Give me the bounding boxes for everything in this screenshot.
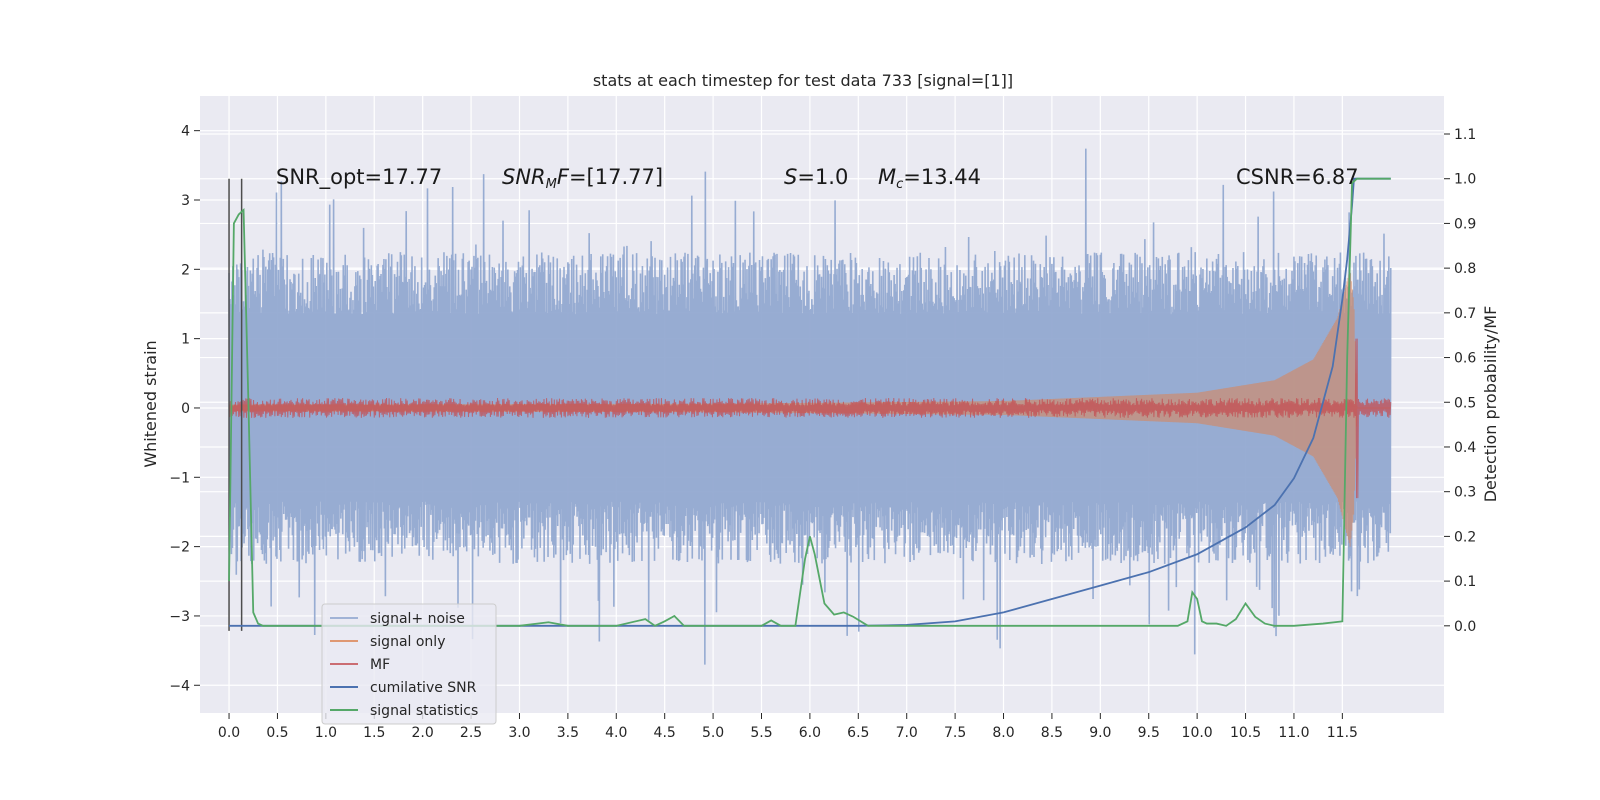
x-tick-label: 4.0 bbox=[605, 725, 627, 741]
y-tick-label-left: 2 bbox=[181, 262, 190, 278]
x-tick-label: 1.0 bbox=[315, 725, 337, 741]
legend-label: MF bbox=[370, 657, 390, 673]
y-tick-label-right: 0.3 bbox=[1454, 485, 1476, 501]
x-tick-label: 3.0 bbox=[508, 725, 530, 741]
y-tick-label-left: −3 bbox=[169, 609, 190, 625]
x-tick-label: 6.0 bbox=[799, 725, 821, 741]
x-tick-label: 2.5 bbox=[460, 725, 482, 741]
y-tick-label-right: 0.9 bbox=[1454, 216, 1476, 232]
y-tick-label-left: 4 bbox=[181, 124, 190, 140]
annotation-mc: Mc=13.44 bbox=[878, 165, 981, 192]
x-tick-label: 2.0 bbox=[412, 725, 434, 741]
x-tick-label: 11.5 bbox=[1327, 725, 1358, 741]
annotations: SNR_opt=17.77 SNRMF=[17.77] S=1.0 Mc=13.… bbox=[276, 165, 1359, 192]
legend-label: signal statistics bbox=[370, 703, 478, 719]
axis-ticks: 0.0 0.5 1.0 1.5 2.0 2.5 3.0 3.5 4.0 4.5 5.0 5.5 6.0 6… bbox=[169, 124, 1476, 741]
series-mf bbox=[228, 338, 1392, 499]
y-tick-label-left: −2 bbox=[169, 540, 190, 556]
annotation-s: S=1.0 bbox=[784, 165, 848, 189]
y-tick-label-left: 0 bbox=[181, 401, 190, 417]
y-tick-label-left: 1 bbox=[181, 332, 190, 348]
annotation-csnr: CSNR=6.87 bbox=[1236, 165, 1359, 189]
y-tick-label-right: 0.2 bbox=[1454, 529, 1476, 545]
y-tick-label-right: 0.4 bbox=[1454, 440, 1476, 456]
x-tick-label: 10.0 bbox=[1182, 725, 1213, 741]
legend-label: signal+ noise bbox=[370, 611, 465, 627]
x-tick-label: 9.0 bbox=[1089, 725, 1111, 741]
x-tick-label: 1.5 bbox=[363, 725, 385, 741]
annotation-snr-opt: SNR_opt=17.77 bbox=[276, 165, 442, 190]
y-tick-label-right: 0.6 bbox=[1454, 351, 1476, 367]
x-tick-label: 6.5 bbox=[847, 725, 869, 741]
x-tick-label: 8.0 bbox=[992, 725, 1014, 741]
series-signal-plus-noise bbox=[228, 148, 1392, 665]
x-tick-label: 11.0 bbox=[1278, 725, 1309, 741]
legend-box bbox=[321, 603, 497, 725]
x-tick-label: 8.5 bbox=[1041, 725, 1063, 741]
annotation-snr-mf: SNRMF=[17.77] bbox=[502, 165, 663, 192]
chart-title: stats at each timestep for test data 733… bbox=[593, 71, 1013, 90]
x-tick-label: 9.5 bbox=[1138, 725, 1160, 741]
x-tick-label: 7.0 bbox=[896, 725, 918, 741]
legend-label: cumilative SNR bbox=[370, 680, 477, 696]
y-tick-label-right: 1.1 bbox=[1454, 127, 1476, 143]
y-tick-label-right: 0.0 bbox=[1454, 619, 1476, 635]
y-tick-label-left: −4 bbox=[169, 678, 190, 694]
y-tick-label-right: 0.7 bbox=[1454, 306, 1476, 322]
y-tick-label-left: −1 bbox=[169, 470, 190, 486]
y-tick-label-right: 0.5 bbox=[1454, 395, 1476, 411]
y-tick-label-left: 3 bbox=[181, 193, 190, 209]
y-tick-label-right: 0.8 bbox=[1454, 261, 1476, 277]
x-tick-label: 0.0 bbox=[218, 725, 240, 741]
y-axis-label-left: Whitened strain bbox=[141, 340, 160, 467]
y-tick-label-right: 0.1 bbox=[1454, 574, 1476, 590]
legend: signal+ noise signal only MF cumilative SNR… bbox=[321, 603, 497, 725]
x-tick-label: 4.5 bbox=[654, 725, 676, 741]
y-axis-label-right: Detection probability/MF bbox=[1481, 306, 1500, 503]
x-tick-label: 5.0 bbox=[702, 725, 724, 741]
y-tick-label-right: 1.0 bbox=[1454, 172, 1476, 188]
x-tick-label: 5.5 bbox=[750, 725, 772, 741]
x-tick-label: 10.5 bbox=[1230, 725, 1261, 741]
x-tick-label: 7.5 bbox=[944, 725, 966, 741]
x-tick-label: 0.5 bbox=[266, 725, 288, 741]
legend-label: signal only bbox=[370, 634, 445, 650]
x-tick-label: 3.5 bbox=[557, 725, 579, 741]
